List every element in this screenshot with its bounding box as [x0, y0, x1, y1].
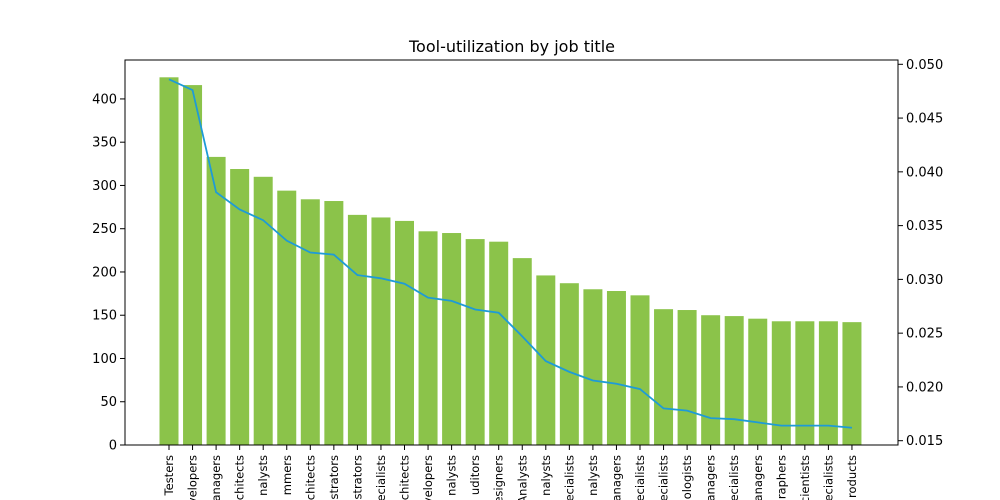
bar — [842, 322, 862, 445]
x-tick-label: uditors — [468, 455, 482, 495]
y2-tick-label: 0.045 — [906, 112, 943, 127]
bar — [606, 291, 626, 445]
x-tick-label: anagers — [751, 455, 765, 500]
x-tick-label: anagers — [609, 455, 623, 500]
right-axis: 0.015 0.020 0.025 0.030 0.035 0.040 0.045 0.050 — [898, 58, 943, 449]
y-tick-label: 400 — [92, 92, 117, 107]
x-tick-label: ecialists — [657, 455, 671, 500]
y2-tick-label: 0.025 — [906, 327, 943, 342]
x-tick-label: strators — [327, 455, 341, 500]
y-tick-label: 200 — [92, 265, 117, 280]
bar — [371, 217, 391, 445]
x-tick-label: ecialists — [821, 455, 835, 500]
x-tick-label: ecialists — [633, 455, 647, 500]
y2-tick-label: 0.030 — [906, 273, 943, 288]
x-tick-label: raphers — [774, 455, 788, 499]
y-tick-label: 0 — [109, 439, 117, 454]
bar — [206, 156, 226, 445]
y2-tick-label: 0.035 — [906, 219, 943, 234]
x-tick-label: ecialists — [374, 455, 388, 500]
bar — [324, 201, 344, 445]
bar — [159, 77, 179, 446]
bar — [183, 85, 203, 445]
bars-group — [159, 77, 862, 446]
y-tick-label: 100 — [92, 352, 117, 367]
x-tick-label: roducts — [845, 455, 859, 498]
bar — [489, 241, 509, 445]
bar — [512, 258, 532, 445]
bar — [771, 321, 791, 445]
bar — [795, 321, 815, 445]
x-tick-label: esigners — [492, 455, 506, 500]
x-tick-label: cientists — [798, 455, 812, 500]
x-tick-label: nalysts — [586, 455, 600, 496]
bar — [559, 283, 579, 445]
x-tick-label: nalysts — [256, 455, 270, 496]
y2-tick-label: 0.040 — [906, 165, 943, 180]
y-tick-label: 50 — [100, 395, 117, 410]
y-tick-label: 350 — [92, 136, 117, 151]
bar — [724, 316, 744, 445]
y2-tick-label: 0.050 — [906, 58, 943, 73]
x-tick-label: chitects — [233, 455, 247, 500]
bar — [300, 199, 320, 445]
plot-frame — [124, 59, 899, 446]
bar — [465, 239, 485, 445]
bar — [583, 289, 603, 445]
x-tick-label: chitects — [398, 455, 412, 500]
x-tick-label: anagers — [704, 455, 718, 500]
bar — [818, 321, 838, 445]
x-tick-label: ecialists — [562, 455, 576, 500]
x-tick-label: Analysts — [515, 455, 529, 500]
x-tick-label: ologists — [680, 455, 694, 499]
y-tick-label: 250 — [92, 222, 117, 237]
x-tick-label: strators — [350, 455, 364, 500]
x-tick-label: Testers — [162, 455, 176, 496]
y-tick-label: 150 — [92, 309, 117, 324]
bar — [253, 176, 273, 446]
y-tick-label: 300 — [92, 179, 117, 194]
bar — [630, 295, 650, 445]
line-group — [168, 78, 853, 429]
bar — [748, 318, 768, 445]
x-tick-label: ecialists — [727, 455, 741, 500]
bar — [701, 315, 721, 445]
bar — [347, 214, 367, 445]
bar — [654, 309, 674, 445]
x-tick-label: nalysts — [539, 455, 553, 496]
bar — [230, 169, 250, 445]
x-tick-label: mmers — [280, 455, 294, 495]
bar — [677, 310, 697, 445]
chart-title: Tool-utilization by job title — [408, 37, 615, 56]
x-tick-label: nalysts — [445, 455, 459, 496]
left-axis: 0 50 100 150 200 250 300 350 400 — [92, 92, 125, 454]
bar — [277, 190, 297, 445]
bar — [395, 220, 414, 445]
line-series — [168, 78, 853, 429]
bar — [442, 233, 462, 445]
x-tick-label: velopers — [186, 455, 200, 500]
x-tick-label: anagers — [209, 455, 223, 500]
x-tick-label: velopers — [421, 455, 435, 500]
y2-tick-label: 0.020 — [906, 380, 943, 395]
bar — [418, 231, 438, 445]
x-axis: Testers velopers anagers chitects nalysts mme… — [162, 445, 859, 500]
x-tick-label: chitects — [303, 455, 317, 500]
y2-tick-label: 0.015 — [906, 434, 943, 449]
